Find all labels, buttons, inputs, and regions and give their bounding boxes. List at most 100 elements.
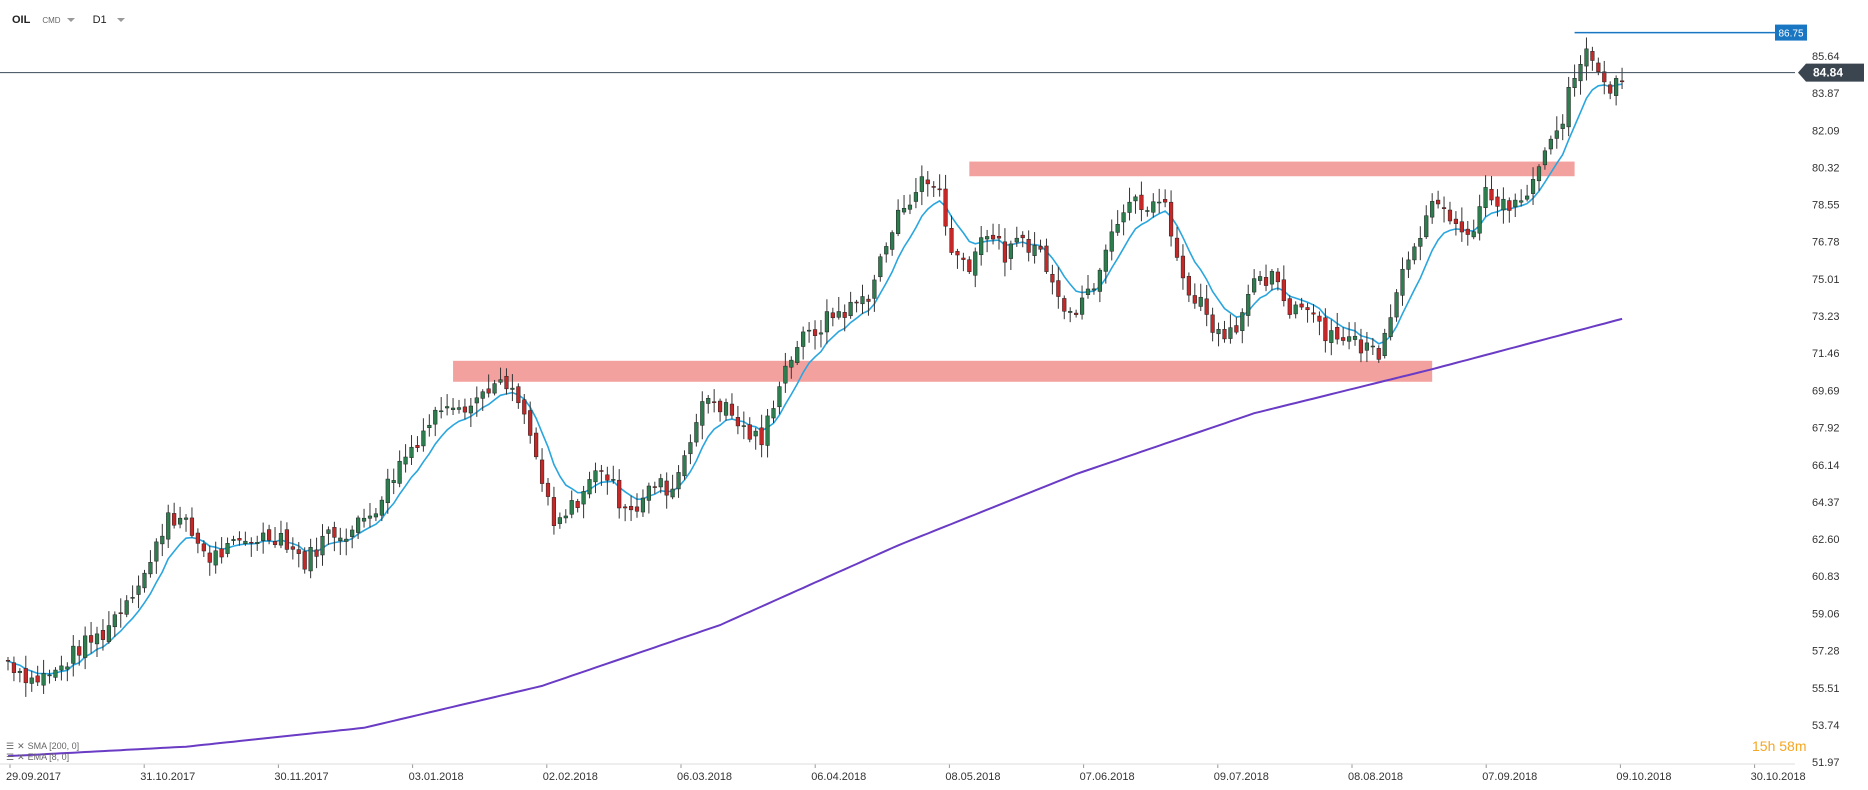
candle-body [807,329,812,332]
x-tick-label: 03.01.2018 [409,771,464,783]
timeframe-dropdown-icon[interactable] [116,18,125,22]
x-tick-label: 30.11.2017 [274,771,328,783]
candle-body [1168,201,1174,237]
candle-body [1091,288,1097,291]
candle-body [593,470,598,483]
last-price-label: 84.84 [1813,66,1843,80]
high-marker-label: 86.75 [1778,29,1803,40]
candle-body [1079,297,1085,315]
candle-body [177,517,183,525]
symbol-dropdown-icon[interactable] [66,18,75,22]
candle-body [17,670,22,673]
candle-body [664,480,669,496]
close-icon[interactable]: ✕ [17,741,25,751]
candle-body [1400,268,1405,296]
candle-body [445,406,450,409]
candle-body [142,572,147,589]
candle-body [332,527,337,538]
candle-body [290,546,295,550]
candle-body [539,459,545,484]
candle-body [1044,245,1049,272]
candle-body [201,543,206,552]
candle-body [29,677,34,684]
candle-body [990,234,996,240]
candle-body [1056,280,1061,297]
candle-body [884,246,889,255]
candle-body [391,480,396,483]
candle-body [842,312,847,318]
y-tick-label: 64.37 [1812,497,1840,509]
y-tick-label: 80.32 [1812,162,1840,174]
candle-body [338,537,343,541]
candle-body [1329,330,1334,343]
candle-body [783,365,788,384]
close-icon[interactable]: ✕ [17,752,25,762]
y-tick-label: 57.28 [1812,646,1840,658]
chart-header: OIL CMD D1 [12,12,143,28]
candle-body [1127,201,1132,213]
candle-body [112,614,117,628]
candle-body [723,402,729,416]
candle-body [534,432,539,458]
indicator-ema-row[interactable]: ☰ ✕ EMA [8, 0] [6,752,82,763]
candle-body [937,188,942,191]
candle-body [433,409,438,425]
candle-body [676,472,681,490]
candle-body [516,386,521,404]
candle-body [278,533,284,546]
candle-body [1554,130,1559,139]
candle-body [1335,326,1340,340]
symbol-label[interactable]: OIL [12,14,31,26]
candle-body [1323,317,1328,342]
candle-body [640,497,646,513]
x-tick-label: 09.07.2018 [1214,771,1269,783]
candle-body [261,532,266,541]
candle-body [1305,307,1310,311]
candle-body [361,517,367,522]
sma-200-line [7,317,1623,758]
candle-body [1074,312,1079,315]
candle-body [599,470,604,472]
candle-body [1287,298,1292,315]
candle-body [468,405,473,414]
candle-body [504,376,509,390]
list-icon: ☰ [6,752,15,762]
candle-body [492,383,497,394]
candle-body [1240,312,1245,331]
candle-body [148,562,153,575]
candle-body [1596,62,1601,72]
candle-body [901,208,907,213]
candle-body [652,486,657,488]
candle-body [1020,234,1025,239]
candle-body [213,550,218,566]
candle-body [1068,311,1073,313]
y-tick-label: 82.09 [1812,125,1840,137]
candle-body [712,401,717,403]
indicator-sma-row[interactable]: ☰ ✕ SMA [200, 0] [6,741,82,752]
candle-body [1513,199,1518,208]
candle-body [634,506,640,512]
candle-body [759,427,764,446]
x-tick-label: 09.10.2018 [1616,771,1671,783]
candle-body [1382,332,1387,356]
candle-body [456,407,462,410]
candle-body [415,445,420,448]
candle-body [83,635,88,658]
candle-body [1418,238,1423,247]
candle-body [314,549,319,557]
candle-body [1465,228,1470,235]
y-tick-label: 55.51 [1812,683,1840,695]
candle-body [1560,123,1565,129]
candle-body [53,669,58,678]
candle-body [23,668,28,684]
candle-body [1299,303,1304,308]
candle-body [1234,325,1239,333]
candle-body [1008,243,1013,259]
timer-h-unit: h [1767,738,1776,754]
x-tick-label: 08.05.2018 [945,771,1000,783]
candle-body [1257,276,1263,281]
candle-body [1014,237,1019,243]
candle-body [439,410,444,413]
timeframe-label[interactable]: D1 [92,14,107,26]
